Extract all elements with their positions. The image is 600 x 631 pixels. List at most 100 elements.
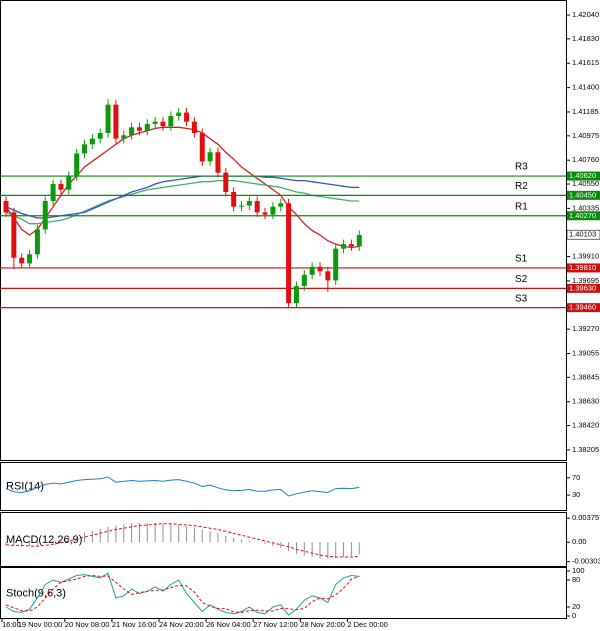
candle-body (58, 184, 64, 190)
y-tick-label: 1.38630 (572, 397, 599, 406)
level-tag (567, 263, 600, 273)
y-tick-label: 1.39055 (572, 349, 599, 358)
candle-body (317, 266, 323, 272)
level-name: S2 (515, 274, 528, 285)
candle-body (34, 229, 40, 255)
candle-body (286, 203, 292, 304)
x-tick-label: 16:00 (2, 620, 21, 629)
candle-body (184, 112, 190, 122)
y-tick-label: 1.40760 (572, 155, 599, 164)
candle-body (246, 201, 252, 206)
candle-body (348, 244, 354, 247)
level-tag-label: 1.39810 (569, 263, 596, 272)
y-tick-label: 1.41615 (572, 58, 599, 67)
level-name: S3 (515, 293, 528, 304)
candle-body (325, 271, 331, 281)
candle-body (3, 201, 9, 213)
last-price-tag (566, 229, 600, 240)
candle-body (27, 254, 33, 264)
level-name: R3 (515, 162, 528, 173)
level-tag-label: 1.40620 (569, 171, 596, 180)
candle-body (144, 123, 150, 131)
main-panel (0, 0, 567, 461)
candle-body (152, 121, 158, 124)
indicator-title: RSI(14) (6, 480, 44, 492)
candle-body (176, 112, 182, 116)
candle-body (191, 121, 197, 133)
candle-body (168, 115, 174, 127)
y-tick-label: 1.40550 (572, 179, 599, 188)
y-tick-label: 1.41400 (572, 83, 599, 92)
y-tick-label: 0.003757 (572, 513, 600, 522)
y-tick-label: 1.38420 (572, 421, 599, 430)
y-tick-label: 70 (572, 473, 580, 482)
level-tag-label: 1.40450 (569, 190, 596, 199)
level-tag (567, 190, 600, 200)
candle-body (341, 244, 347, 249)
candle-body (231, 191, 237, 207)
y-tick-label: 1.38845 (572, 372, 599, 381)
y-tick-label: 1.40975 (572, 131, 599, 140)
candle-body (223, 172, 229, 192)
level-tag (567, 211, 600, 221)
indicator-line (5, 476, 360, 497)
y-tick-label: 1.41830 (572, 34, 599, 43)
candle-body (278, 203, 284, 207)
y-tick-label: 1.38205 (572, 445, 599, 454)
rsi-panel (0, 462, 567, 511)
level-name: S1 (515, 254, 528, 265)
last-price-label: 1.40103 (569, 230, 596, 239)
candle-body (160, 121, 166, 127)
indicator-title: MACD(12,26,9) (6, 534, 82, 546)
y-tick-label: 1.39695 (572, 276, 599, 285)
level-tag (567, 283, 600, 293)
x-tick-label: 2 Dec 00:00 (347, 620, 387, 629)
candle-body (270, 206, 276, 215)
x-tick-label: 21 Nov 16:00 (112, 620, 157, 629)
indicator-line (5, 572, 360, 616)
candle-body (301, 274, 307, 287)
candle-body (105, 104, 111, 133)
moving-average (5, 179, 360, 225)
y-tick-label: 0 (572, 611, 576, 620)
candle-body (199, 132, 205, 162)
candle-body (19, 257, 25, 264)
level-tag (567, 303, 600, 313)
candle-body (97, 132, 103, 139)
candle-body (11, 212, 17, 258)
candle-body (333, 248, 339, 281)
candle-body (82, 144, 87, 154)
x-tick-label: 20 Nov 08:00 (65, 620, 110, 629)
y-tick-label: 80 (572, 575, 580, 584)
candle-body (239, 205, 244, 207)
level-tag-label: 1.40270 (569, 211, 596, 220)
y-tick-label: 1.42040 (572, 10, 599, 19)
y-tick-label: 1.40335 (572, 203, 599, 212)
y-tick-label: 1.39910 (572, 252, 599, 261)
candle-body (66, 176, 72, 190)
level-name: R1 (515, 201, 528, 212)
y-tick-label: 1.39270 (572, 324, 599, 333)
candle-body (121, 135, 127, 139)
candle-body (42, 201, 48, 230)
candle-body (309, 266, 315, 275)
x-tick-label: 26 Nov 04:00 (206, 620, 251, 629)
x-tick-label: 28 Nov 20:00 (300, 620, 345, 629)
candle-body (207, 152, 213, 162)
candle-body (136, 127, 142, 131)
level-name: R2 (515, 181, 528, 192)
level-tag-label: 1.39630 (569, 283, 596, 292)
candle-body (262, 212, 268, 215)
candle-body (74, 153, 80, 177)
candle-body (254, 201, 260, 213)
candle-body (89, 138, 95, 145)
candle-body (215, 152, 221, 173)
candle-body (113, 104, 119, 139)
y-tick-label: 20 (572, 602, 580, 611)
x-tick-label: 19 Nov 00:00 (18, 620, 63, 629)
candle-body (50, 184, 56, 202)
indicator-title: Stoch(9,6,3) (6, 587, 66, 599)
moving-average (5, 126, 360, 249)
stoch-panel (0, 567, 567, 619)
